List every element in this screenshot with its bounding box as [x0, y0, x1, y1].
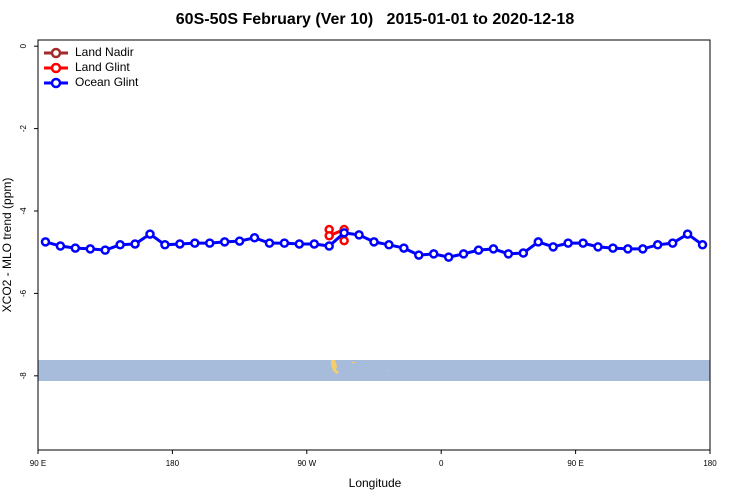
data-point — [130, 239, 140, 249]
data-point — [249, 233, 260, 243]
data-point — [175, 239, 185, 249]
data-point — [578, 238, 588, 248]
chart-title: 60S-50S February (Ver 10) 2015-01-01 to … — [176, 11, 575, 28]
legend-marker — [50, 47, 62, 59]
data-point — [279, 238, 290, 248]
y-tick-label: -6 — [19, 289, 28, 297]
x-tick-label: 0 — [439, 459, 444, 468]
data-point — [667, 238, 678, 248]
data-point — [324, 241, 334, 251]
data-point — [145, 229, 155, 239]
data-point — [518, 248, 529, 258]
data-point — [369, 237, 379, 247]
data-point — [85, 244, 96, 254]
x-tick-label: 180 — [703, 459, 717, 468]
y-tick-label: -2 — [19, 124, 28, 132]
data-point — [428, 249, 439, 259]
data-point — [458, 249, 469, 259]
y-tick-label: -4 — [19, 207, 28, 215]
x-tick-label: 90 W — [297, 459, 316, 468]
data-point — [652, 240, 663, 250]
map-strip — [38, 360, 710, 381]
data-point — [593, 242, 603, 252]
plot-frame — [37, 39, 711, 451]
data-point — [190, 238, 200, 248]
y-axis-label: XCO2 - MLO trend (ppm) — [0, 178, 14, 313]
y-tick-label: -8 — [19, 372, 28, 380]
legend-marker — [50, 77, 62, 89]
data-point — [70, 243, 81, 253]
data-point — [354, 230, 364, 240]
x-tick-label: 180 — [166, 459, 180, 468]
data-point — [443, 252, 454, 262]
map-land — [331, 360, 388, 374]
data-point — [548, 242, 558, 252]
data-point — [160, 240, 170, 250]
data-point — [339, 235, 349, 246]
x-tick-label: 90 E — [567, 459, 583, 468]
x-axis-label: Longitude — [349, 476, 402, 490]
data-point — [682, 229, 693, 239]
legend-label: Land Nadir — [75, 45, 134, 59]
data-point — [309, 239, 320, 249]
legend-label: Ocean Glint — [75, 75, 139, 89]
data-point — [339, 228, 349, 238]
data-point — [219, 237, 230, 247]
data-point — [488, 244, 499, 254]
x-tick-label: 90 E — [30, 459, 46, 468]
data-point — [533, 237, 544, 247]
data-point — [697, 240, 708, 250]
data-point — [638, 244, 648, 254]
data-point — [55, 241, 66, 251]
data-point — [324, 230, 334, 241]
data-point — [563, 238, 573, 248]
data-point — [414, 250, 424, 260]
data-point — [399, 243, 409, 253]
legend-marker — [50, 62, 62, 74]
data-point — [264, 238, 275, 248]
data-point — [204, 238, 215, 248]
data-point — [100, 245, 110, 255]
data-point — [234, 236, 245, 246]
data-point — [503, 249, 514, 259]
data-point — [473, 245, 484, 255]
data-point — [40, 237, 51, 247]
data-point — [115, 240, 125, 250]
legend-label: Land Glint — [75, 60, 130, 74]
data-point — [608, 243, 618, 253]
data-point — [384, 240, 394, 250]
y-tick-label: 0 — [19, 43, 28, 48]
data-point — [294, 239, 305, 249]
data-point — [623, 244, 633, 254]
